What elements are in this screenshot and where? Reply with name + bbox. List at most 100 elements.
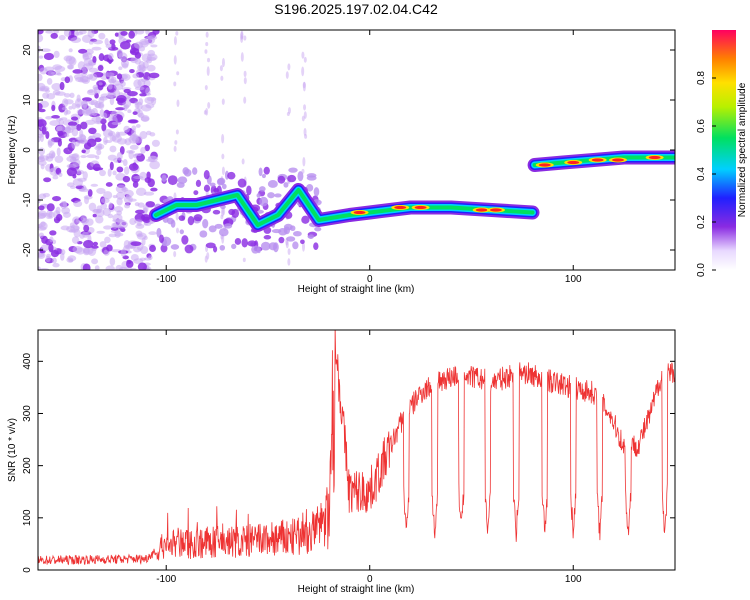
- spectrogram-blob: [213, 245, 218, 253]
- spectrogram-noise-speckle: [105, 265, 115, 270]
- spectrogram-blob: [241, 238, 248, 248]
- spectrogram-noise-speckle: [60, 249, 66, 255]
- spectrogram-y-tick-label: -10: [22, 192, 33, 207]
- colorbar-label: Normalized spectral amplitude: [737, 82, 748, 217]
- spectrogram-blob: [286, 236, 296, 242]
- spectrogram-streak: [243, 96, 247, 104]
- spectrogram-streak: [205, 107, 209, 116]
- spectrogram-noise-speckle: [67, 121, 78, 127]
- spectrogram-noise-speckle: [82, 52, 89, 58]
- spectrogram-streak: [176, 71, 180, 76]
- spectrogram-noise-speckle: [126, 260, 134, 268]
- spectrogram-noise-speckle: [80, 121, 88, 130]
- spectrogram-streak: [301, 51, 305, 59]
- spectrogram-noise-speckle: [107, 168, 112, 177]
- spectrogram-noise-speckle: [84, 119, 96, 125]
- spectrogram-blob: [166, 217, 174, 225]
- spectrogram-noise-speckle: [57, 130, 64, 137]
- spectrogram-noise-speckle: [144, 257, 152, 261]
- spectrogram-blob: [277, 175, 286, 184]
- spectrogram-noise-speckle: [128, 30, 135, 39]
- spectrogram-noise-speckle: [69, 185, 77, 190]
- spectrogram-noise-speckle: [45, 115, 53, 120]
- spectrogram-blob: [181, 235, 189, 245]
- spectrogram-noise-speckle: [38, 205, 45, 211]
- spectrogram-noise-speckle: [72, 158, 81, 168]
- spectrogram-streak: [303, 104, 307, 111]
- snr-y-tick-label: 400: [22, 353, 33, 370]
- spectrogram-noise-speckle: [51, 115, 60, 119]
- spectrogram-noise-speckle: [109, 39, 116, 45]
- spectrogram-noise-speckle: [134, 41, 144, 49]
- spectrogram-noise-speckle: [56, 147, 61, 157]
- spectrogram-noise-speckle: [120, 30, 128, 36]
- spectrogram-noise-speckle: [126, 96, 131, 101]
- spectrogram-streak: [221, 57, 225, 68]
- spectrogram-noise-speckle: [62, 200, 67, 208]
- spectrogram-noise-speckle: [46, 77, 53, 85]
- spectrogram-blob: [214, 223, 223, 229]
- spectrogram-noise-speckle: [96, 230, 105, 234]
- colorbar-tick-label: 0.8: [696, 71, 707, 85]
- snr-y-tick-label: 200: [22, 457, 33, 474]
- spectrogram-noise-speckle: [135, 123, 141, 128]
- spectrogram-blob: [273, 242, 279, 253]
- spectrogram-noise-speckle: [54, 91, 66, 96]
- spectrogram-noise-speckle: [38, 55, 44, 59]
- spectrogram-noise-speckle: [67, 65, 74, 70]
- spectrogram-streak: [221, 166, 225, 176]
- spectrogram-streak: [175, 31, 179, 36]
- spectrogram-blob: [260, 241, 271, 251]
- spectrogram-streak: [285, 240, 289, 249]
- spectrogram-noise-speckle: [79, 129, 84, 138]
- spectrogram-noise-speckle: [49, 120, 61, 127]
- spectrogram-noise-speckle: [118, 66, 123, 71]
- spectrogram-streak: [240, 52, 244, 62]
- spectrogram-hotspot: [612, 158, 625, 162]
- spectrogram-noise-speckle: [134, 219, 143, 224]
- spectrogram-noise-speckle: [122, 175, 131, 183]
- spectrogram-noise-speckle: [71, 116, 79, 121]
- spectrogram-noise-speckle: [92, 163, 101, 172]
- spectrogram-noise-speckle: [73, 73, 84, 80]
- spectrogram-noise-speckle: [50, 32, 58, 39]
- spectrogram-streak: [240, 31, 244, 40]
- spectrogram-noise-speckle: [91, 46, 102, 51]
- spectrogram-noise-speckle: [90, 183, 99, 187]
- spectrogram-noise-speckle: [76, 124, 82, 131]
- spectrogram-blob: [209, 182, 216, 187]
- spectrogram-blob: [192, 167, 198, 175]
- spectrogram-noise-speckle: [134, 153, 142, 157]
- spectrogram-blob: [287, 174, 297, 183]
- spectrogram-hotspot: [489, 208, 502, 212]
- spectrogram-blob: [314, 226, 322, 232]
- spectrogram-streak: [205, 42, 209, 47]
- spectrogram-streak: [285, 71, 289, 79]
- spectrogram-noise-speckle: [99, 169, 106, 177]
- spectrogram-noise-speckle: [148, 72, 160, 79]
- spectrogram-noise-speckle: [143, 222, 152, 227]
- spectrogram-noise-speckle: [45, 255, 51, 263]
- spectrogram-blob: [283, 226, 291, 235]
- spectrogram-blob: [256, 246, 262, 254]
- spectrogram-hotspot: [591, 158, 604, 162]
- spectrogram-noise-speckle: [150, 97, 157, 106]
- spectrogram-noise-speckle: [94, 137, 102, 143]
- spectrogram-noise-speckle: [94, 265, 100, 270]
- spectrogram-noise-speckle: [48, 243, 54, 253]
- spectrogram-streak: [287, 258, 291, 266]
- spectrogram-noise-speckle: [143, 235, 148, 241]
- spectrogram-x-tick-label: 100: [565, 274, 582, 285]
- spectrogram-noise-speckle: [38, 193, 47, 200]
- spectrogram-noise-speckle: [105, 182, 113, 187]
- spectrogram-streak: [221, 207, 225, 217]
- spectrogram-blob: [307, 234, 315, 239]
- spectrogram-noise-speckle: [109, 161, 114, 171]
- spectrogram-noise-speckle: [134, 209, 145, 215]
- spectrogram-noise-speckle: [111, 121, 122, 126]
- spectrogram-noise-speckle: [86, 154, 97, 159]
- spectrogram-noise-speckle: [129, 68, 135, 74]
- spectrogram-noise-speckle: [150, 187, 158, 192]
- spectrogram-noise-speckle: [132, 73, 140, 79]
- spectrogram-noise-speckle: [119, 40, 131, 50]
